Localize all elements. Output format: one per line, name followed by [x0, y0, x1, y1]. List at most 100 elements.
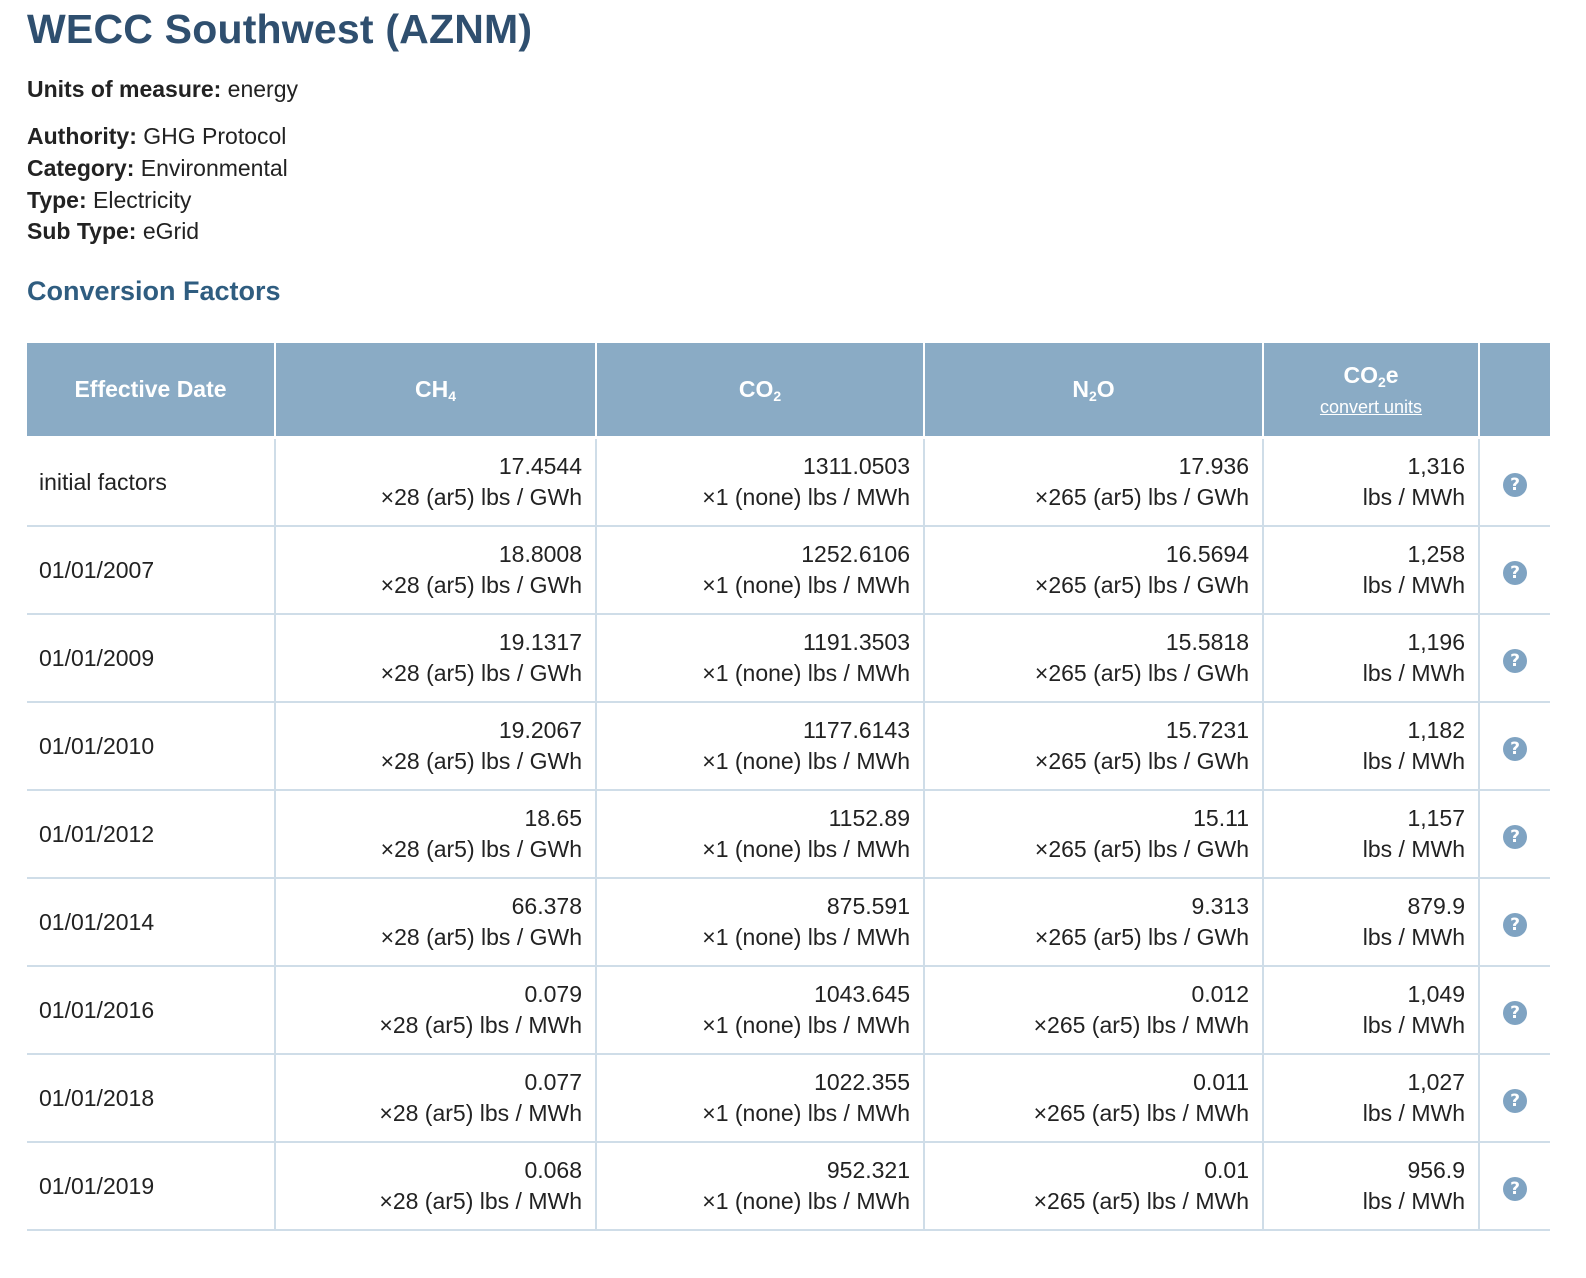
convert-units-link[interactable]: convert units [1319, 396, 1423, 417]
cell-help: ? [1478, 701, 1550, 790]
cell-ch4: 19.1317 ×28 (ar5) lbs / GWh [274, 613, 596, 702]
cell-co2: 1022.355 ×1 (none) lbs / MWh [595, 1053, 924, 1142]
n2o-value: 15.7231 [1165, 717, 1249, 743]
question-circle-icon[interactable]: ? [1503, 912, 1527, 937]
subtype-value: eGrid [142, 218, 200, 244]
n2o-unit: ×265 (ar5) lbs / GWh [1034, 660, 1249, 686]
cell-co2: 875.591 ×1 (none) lbs / MWh [595, 877, 924, 966]
cell-co2: 952.321 ×1 (none) lbs / MWh [595, 1141, 924, 1231]
cell-help: ? [1478, 877, 1550, 966]
header-ch4-subscript: 4 [448, 388, 457, 404]
n2o-unit: ×265 (ar5) lbs / GWh [1034, 484, 1249, 510]
table-row: 01/01/2014 66.378 ×28 (ar5) lbs / GWh 875.5… [27, 877, 1550, 966]
co2-value: 1252.6106 [801, 541, 910, 567]
co2e-value: 1,258 [1407, 541, 1465, 567]
type: Type: Electricity [27, 187, 191, 214]
co2-unit: ×1 (none) lbs / MWh [702, 1188, 910, 1214]
page-title: WECC Southwest (AZNM) [27, 6, 533, 52]
co2-unit: ×1 (none) lbs / MWh [702, 924, 910, 950]
co2e-value: 1,027 [1407, 1069, 1465, 1095]
header-help [1478, 343, 1550, 438]
header-ch4-base: CH [414, 376, 449, 402]
cell-ch4: 66.378 ×28 (ar5) lbs / GWh [274, 877, 596, 966]
units-value: energy [227, 76, 298, 102]
ch4-value: 17.4544 [498, 453, 582, 479]
ch4-unit: ×28 (ar5) lbs / MWh [379, 1100, 582, 1126]
question-circle-icon[interactable]: ? [1503, 1000, 1527, 1025]
ch4-unit: ×28 (ar5) lbs / GWh [380, 484, 582, 510]
n2o-unit: ×265 (ar5) lbs / MWh [1033, 1012, 1249, 1038]
cell-co2: 1311.0503 ×1 (none) lbs / MWh [595, 437, 924, 526]
ch4-unit: ×28 (ar5) lbs / GWh [380, 836, 582, 862]
question-circle-icon[interactable]: ? [1503, 736, 1527, 761]
question-circle-icon[interactable]: ? [1503, 824, 1527, 849]
question-circle-icon[interactable]: ? [1503, 472, 1527, 497]
units-label: Units of measure: [27, 76, 222, 102]
cell-n2o: 15.7231 ×265 (ar5) lbs / GWh [923, 701, 1263, 790]
n2o-value: 17.936 [1178, 453, 1249, 479]
cell-co2e: 1,027 lbs / MWh [1262, 1053, 1479, 1142]
cell-effective-date: 01/01/2012 [27, 789, 275, 878]
conversion-factors-table: Effective Date CH4 CO2 N2O CO2e convert … [27, 343, 1550, 1231]
units-of-measure: Units of measure: energy [27, 76, 298, 103]
co2e-unit: lbs / MWh [1362, 1012, 1465, 1038]
co2e-value: 879.9 [1407, 893, 1465, 919]
ch4-value: 18.65 [524, 805, 582, 831]
sub-type: Sub Type: eGrid [27, 218, 199, 245]
table-row: 01/01/2018 0.077 ×28 (ar5) lbs / MWh 1022.3… [27, 1053, 1550, 1142]
ch4-value: 19.1317 [498, 629, 582, 655]
n2o-value: 0.01 [1204, 1157, 1249, 1183]
ch4-value: 0.079 [524, 981, 582, 1007]
cell-ch4: 19.2067 ×28 (ar5) lbs / GWh [274, 701, 596, 790]
co2e-unit: lbs / MWh [1362, 484, 1465, 510]
cell-co2e: 879.9 lbs / MWh [1262, 877, 1479, 966]
co2e-value: 1,182 [1407, 717, 1465, 743]
cell-n2o: 15.5818 ×265 (ar5) lbs / GWh [923, 613, 1263, 702]
n2o-value: 16.5694 [1165, 541, 1249, 567]
ch4-unit: ×28 (ar5) lbs / MWh [379, 1188, 582, 1214]
authority-label: Authority: [27, 123, 137, 149]
header-n2o-base: N [1072, 376, 1089, 402]
co2e-value: 1,157 [1407, 805, 1465, 831]
cell-effective-date: 01/01/2016 [27, 965, 275, 1054]
cell-help: ? [1478, 525, 1550, 614]
cell-effective-date: 01/01/2018 [27, 1053, 275, 1142]
n2o-unit: ×265 (ar5) lbs / GWh [1034, 836, 1249, 862]
question-circle-icon[interactable]: ? [1503, 1176, 1527, 1201]
cell-ch4: 18.65 ×28 (ar5) lbs / GWh [274, 789, 596, 878]
cell-help: ? [1478, 1141, 1550, 1231]
cell-co2: 1152.89 ×1 (none) lbs / MWh [595, 789, 924, 878]
co2e-unit: lbs / MWh [1362, 660, 1465, 686]
header-co2e-tail: e [1385, 361, 1399, 388]
category-value: Environmental [140, 155, 288, 181]
n2o-unit: ×265 (ar5) lbs / GWh [1034, 748, 1249, 774]
co2-unit: ×1 (none) lbs / MWh [702, 572, 910, 598]
table-row: 01/01/2012 18.65 ×28 (ar5) lbs / GWh 1152.8… [27, 789, 1550, 878]
question-circle-icon[interactable]: ? [1503, 560, 1527, 585]
cell-n2o: 9.313 ×265 (ar5) lbs / GWh [923, 877, 1263, 966]
cell-ch4: 0.079 ×28 (ar5) lbs / MWh [274, 965, 596, 1054]
question-circle-icon[interactable]: ? [1503, 648, 1527, 673]
cell-effective-date: initial factors [39, 468, 167, 495]
cell-help: ? [1478, 1053, 1550, 1142]
co2-value: 1152.89 [828, 805, 910, 831]
cell-ch4: 18.8008 ×28 (ar5) lbs / GWh [274, 525, 596, 614]
header-n2o-subscript: 2 [1088, 388, 1097, 404]
n2o-unit: ×265 (ar5) lbs / GWh [1034, 924, 1249, 950]
co2-value: 952.321 [826, 1157, 910, 1183]
table-row: 01/01/2019 0.068 ×28 (ar5) lbs / MWh 952.32… [27, 1141, 1550, 1231]
cell-n2o: 0.012 ×265 (ar5) lbs / MWh [923, 965, 1263, 1054]
co2e-unit: lbs / MWh [1362, 572, 1465, 598]
ch4-unit: ×28 (ar5) lbs / GWh [380, 924, 582, 950]
header-n2o: N2O [923, 343, 1263, 438]
cell-n2o: 17.936 ×265 (ar5) lbs / GWh [923, 437, 1263, 526]
n2o-unit: ×265 (ar5) lbs / MWh [1033, 1188, 1249, 1214]
table-row: 01/01/2009 19.1317 ×28 (ar5) lbs / GWh 1191… [27, 613, 1550, 702]
ch4-unit: ×28 (ar5) lbs / GWh [380, 660, 582, 686]
ch4-unit: ×28 (ar5) lbs / GWh [380, 572, 582, 598]
subtype-label: Sub Type: [27, 218, 137, 244]
ch4-value: 0.077 [524, 1069, 582, 1095]
question-circle-icon[interactable]: ? [1503, 1088, 1527, 1113]
n2o-value: 0.012 [1191, 981, 1249, 1007]
header-co2-subscript: 2 [773, 388, 782, 404]
